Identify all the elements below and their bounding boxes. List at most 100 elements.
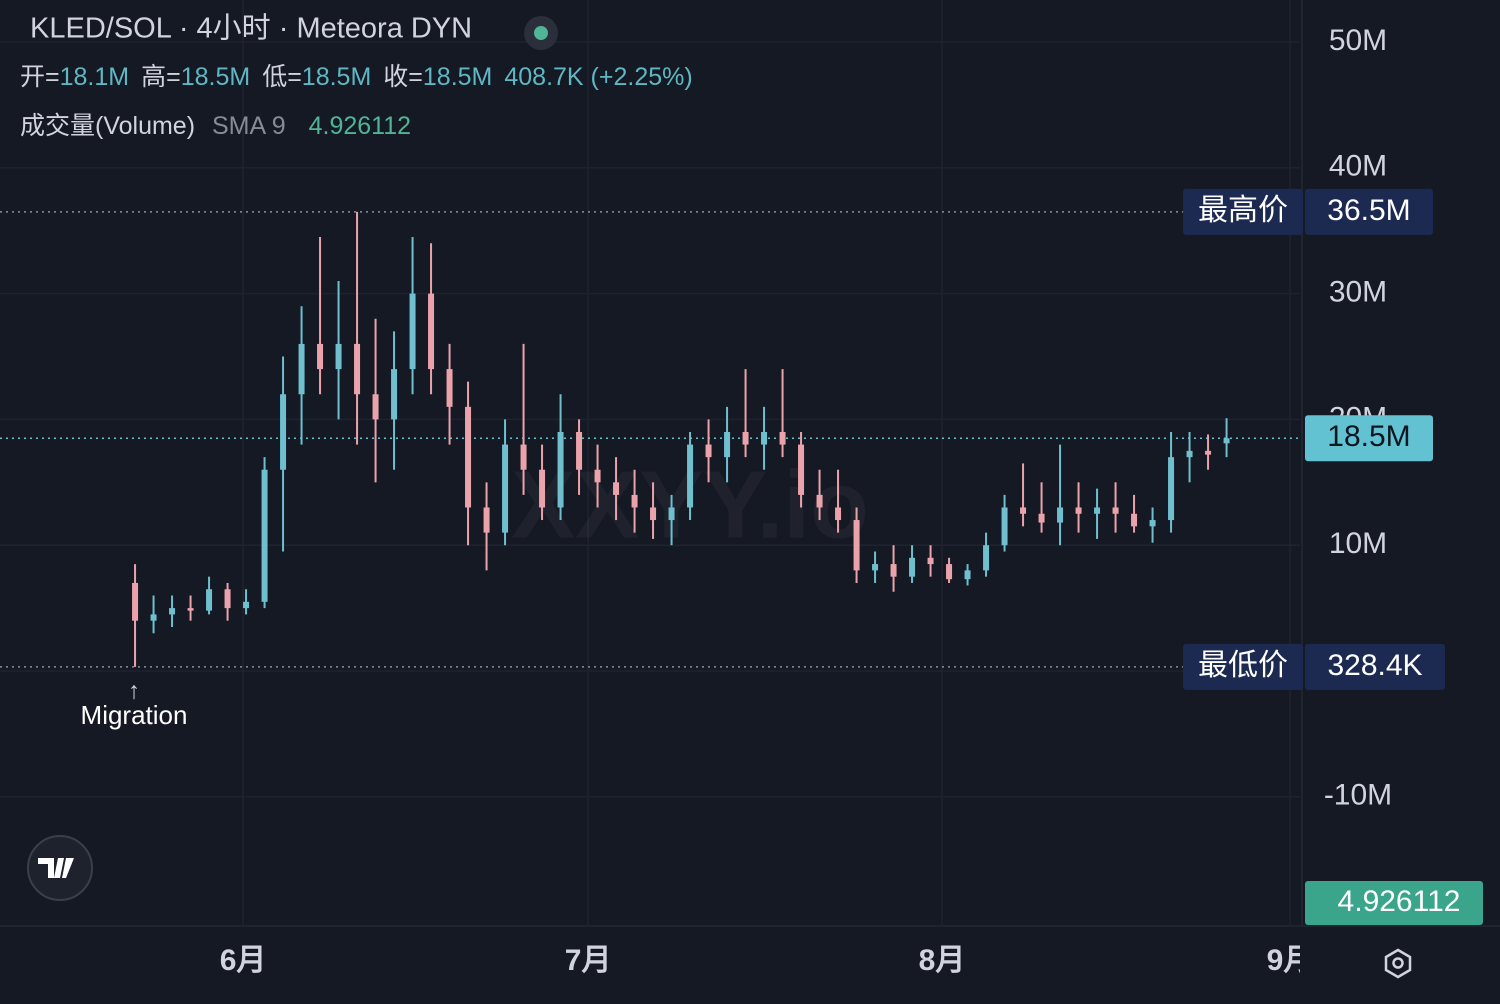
price-tag-bg (1305, 643, 1445, 690)
candle-body (983, 545, 990, 571)
y-tick-label: 40M (1329, 150, 1387, 183)
levels (0, 211, 1300, 668)
candle-body (927, 557, 934, 565)
candle-body (1038, 513, 1045, 523)
candle-body (761, 431, 768, 445)
candle-body (539, 469, 546, 508)
candles (132, 211, 1230, 667)
candle-body (613, 482, 620, 495)
candle-body (724, 431, 731, 458)
grid (0, 0, 1300, 925)
tv-logo (27, 835, 93, 901)
candle-body (798, 444, 805, 495)
ohlc-label: 开= (20, 63, 60, 91)
price-tag-bg (1305, 415, 1433, 462)
y-tick-label: 50M (1329, 24, 1387, 57)
price-tag-value: 18.5M (1327, 420, 1410, 453)
candle-body (779, 431, 786, 445)
candle-body (909, 557, 916, 577)
ohlc-line: 开=18.1M 高=18.5M 低=18.5M 收=18.5M 408.7K (+2.2… (20, 63, 693, 91)
candle-body (1057, 507, 1064, 523)
volume-sma-tag: 4.926112 (1305, 881, 1483, 925)
candle-body (409, 293, 416, 370)
y-tick-label: -10M (1324, 779, 1392, 812)
candle-body (298, 343, 305, 395)
candle-body (946, 564, 953, 580)
settings-icon[interactable] (1384, 948, 1412, 979)
ohlc-label: 收= (383, 63, 423, 91)
x-tick-label: 8月 (919, 944, 966, 977)
candle-body (1223, 438, 1230, 444)
sma-value: 4.926112 (309, 112, 411, 140)
candle-body (687, 444, 694, 508)
x-tick-label: 6月 (220, 944, 267, 977)
candle-body (502, 444, 509, 533)
candle-body (335, 343, 342, 370)
candle-body (1205, 450, 1212, 455)
price-tag-label: 最高价 (1198, 194, 1288, 227)
candle-body (428, 293, 435, 370)
candle-body (742, 431, 749, 445)
sma-label: SMA 9 (212, 112, 286, 140)
ohlc-value: 18.5M (423, 63, 492, 91)
candle-body (187, 608, 194, 611)
candle-body (1112, 507, 1119, 514)
candle-body (668, 507, 675, 521)
price-tag-value: 328.4K (1327, 649, 1422, 682)
ohlc-label: 高= (141, 63, 181, 91)
candle-body (520, 444, 527, 470)
annotation-arrow: ↑ (128, 677, 140, 704)
candle-body (890, 564, 897, 577)
volume-line: 成交量(Volume) SMA 9 4.926112 (20, 112, 411, 140)
status-dot (534, 26, 548, 40)
candle-body (261, 469, 268, 602)
candle-body (816, 494, 823, 508)
ohlc-value: 18.1M (60, 63, 129, 91)
ohlc-value: 18.5M (181, 63, 250, 91)
candle-body (206, 589, 213, 611)
volume-label: 成交量(Volume) (20, 112, 195, 140)
candle-body (705, 444, 712, 458)
candle-body (1020, 507, 1027, 514)
y-tick-label: 10M (1329, 527, 1387, 560)
price-tag-label-bg (1183, 188, 1303, 235)
candle-body (1131, 513, 1138, 527)
candle-body (1094, 507, 1101, 514)
candle-body (446, 369, 453, 407)
candle-body (1168, 457, 1175, 521)
candle-body (483, 507, 490, 533)
candle-body (280, 394, 287, 470)
y-tick-label: 30M (1329, 276, 1387, 309)
candle-body (557, 431, 564, 508)
candle-body (224, 589, 231, 609)
price-tag-bg (1305, 188, 1433, 235)
change: 408.7K (+2.25%) (504, 63, 692, 91)
candle-body (1186, 450, 1193, 458)
candle-body (465, 406, 472, 508)
candle-body (391, 369, 398, 420)
price-tag-label: 最低价 (1198, 649, 1288, 682)
annotation: Migration (81, 700, 188, 730)
candle-body (150, 614, 157, 621)
candle-body (372, 394, 379, 420)
x-axis: 6月 7月 8月 9月 (220, 944, 1314, 977)
candle-body (594, 469, 601, 483)
candle-body (872, 564, 879, 571)
x-tick-label: 7月 (565, 944, 612, 977)
candle-body (1149, 520, 1156, 527)
candle-body (853, 520, 860, 571)
candle-body (169, 608, 176, 615)
x-tick-label: 9月 (1267, 944, 1314, 977)
candle-body (243, 601, 250, 609)
ohlc-label: 低= (262, 63, 302, 91)
price-tag-value: 36.5M (1327, 194, 1410, 227)
candle-body (317, 343, 324, 370)
candle-body (1001, 507, 1008, 546)
candle-body (631, 494, 638, 508)
candle-body (576, 431, 583, 470)
chart-title: KLED/SOL · 4小时 · Meteora DYN (30, 12, 472, 45)
ohlc-value: 18.5M (302, 63, 371, 91)
candle-body (1075, 507, 1082, 514)
